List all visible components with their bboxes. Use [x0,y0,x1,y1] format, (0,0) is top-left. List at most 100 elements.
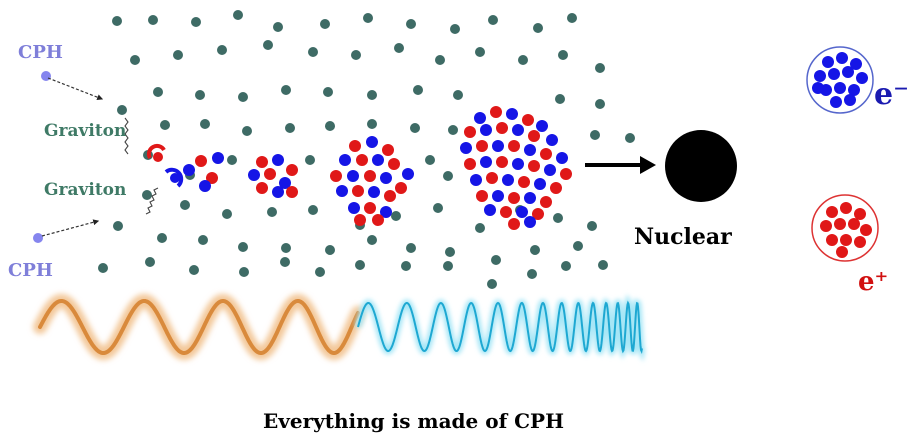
background-cph-dot [325,245,335,255]
cluster-particle [336,185,348,197]
cluster-particle [544,164,556,176]
background-cph-dot [242,126,252,136]
cluster-particle [500,206,512,218]
cluster-particle [199,180,211,192]
graviton-label-bottom: Graviton [44,180,126,200]
cluster-particle [256,156,268,168]
cluster-particle [256,182,268,194]
background-cph-dot [320,19,330,29]
positron-legend-dot [840,202,852,214]
positron-symbol: e⁺ [858,267,888,297]
cluster-particle [348,202,360,214]
pair-creation-pair [146,143,184,188]
graviton-squiggles [124,117,159,215]
cluster-particle [364,170,376,182]
cluster-particle [279,177,291,189]
cluster-particle [508,140,520,152]
electron-particle [170,173,180,183]
background-cph-dot [305,155,315,165]
background-cph-dot [160,120,170,130]
cluster-particle [518,176,530,188]
background-cph-dot [445,247,455,257]
cluster-particle [484,204,496,216]
cluster-particle [382,144,394,156]
background-cph-dot [189,265,199,275]
cluster-particle [560,168,572,180]
background-cph-dot [527,269,537,279]
cluster-particle [368,186,380,198]
positron-legend-dot [836,246,848,258]
background-cph-dot [98,263,108,273]
cluster-particle [540,148,552,160]
electron-legend-dot [822,56,834,68]
cph-particle-top [41,71,51,81]
cluster-particle [524,144,536,156]
cluster-particle [206,172,218,184]
background-cph-dot [200,119,210,129]
low-frequency-wave [38,299,360,355]
background-cph-dot [391,211,401,221]
background-cph-dot [315,267,325,277]
background-cph-dot [394,43,404,53]
background-cph-dot [367,119,377,129]
cluster-particle [492,140,504,152]
cluster-particle [286,164,298,176]
background-cph-dot [281,243,291,253]
cluster-particle [476,140,488,152]
positron-legend-dot [854,236,866,248]
background-cph-dot [285,123,295,133]
cluster-particle [460,142,472,154]
background-cph-dot [561,261,571,271]
electron-symbol: e⁻ [874,77,909,112]
background-cph-dot [180,200,190,210]
low-frequency-wave-glow [33,294,365,360]
cluster-particle [490,106,502,118]
electron-legend-dot [834,82,846,94]
background-cph-dot [598,260,608,270]
cluster-particle [464,158,476,170]
background-cph-dot [553,213,563,223]
background-cph-dot [406,243,416,253]
background-cph-dot [198,235,208,245]
high-frequency-wave [357,300,643,354]
background-cph-dot [238,92,248,102]
cluster-particle [536,120,548,132]
cluster-particle [366,136,378,148]
cluster-particle [364,202,376,214]
background-cph-dot [448,125,458,135]
electron-legend-dot [848,84,860,96]
background-cph-dot [355,260,365,270]
background-cph-dot [443,261,453,271]
background-cph-dot [567,13,577,23]
background-cph-dot [518,55,528,65]
electron-arc [164,167,184,188]
positron-legend-dot [840,234,852,246]
electron-legend-dot [836,52,848,64]
cluster-particle [480,156,492,168]
background-cph-dot [281,85,291,95]
background-cph-dot [450,24,460,34]
cluster-particle [339,154,351,166]
background-cph-dot [443,171,453,181]
cluster-particle [524,216,536,228]
electron-legend-dots [812,52,868,108]
cluster-particle [248,169,260,181]
background-cph-dot [410,123,420,133]
cph-emitter-top [41,71,104,101]
cluster-particle [524,192,536,204]
electron-legend-dot [812,82,824,94]
graviton-squiggle-top [124,117,129,155]
electron-legend-dot [844,94,856,106]
background-cph-dot [590,130,600,140]
background-cph-dot [173,50,183,60]
electron-legend-dot [828,68,840,80]
cluster-particle [516,206,528,218]
cluster-particle [464,126,476,138]
cluster-particle [330,170,342,182]
arrow-head [640,156,656,174]
cluster-particle [528,130,540,142]
positron-legend-dot [820,220,832,232]
caption: Everything is made of CPH [263,409,564,433]
cluster-particle [354,214,366,226]
high-frequency-wave-glow [354,294,646,362]
